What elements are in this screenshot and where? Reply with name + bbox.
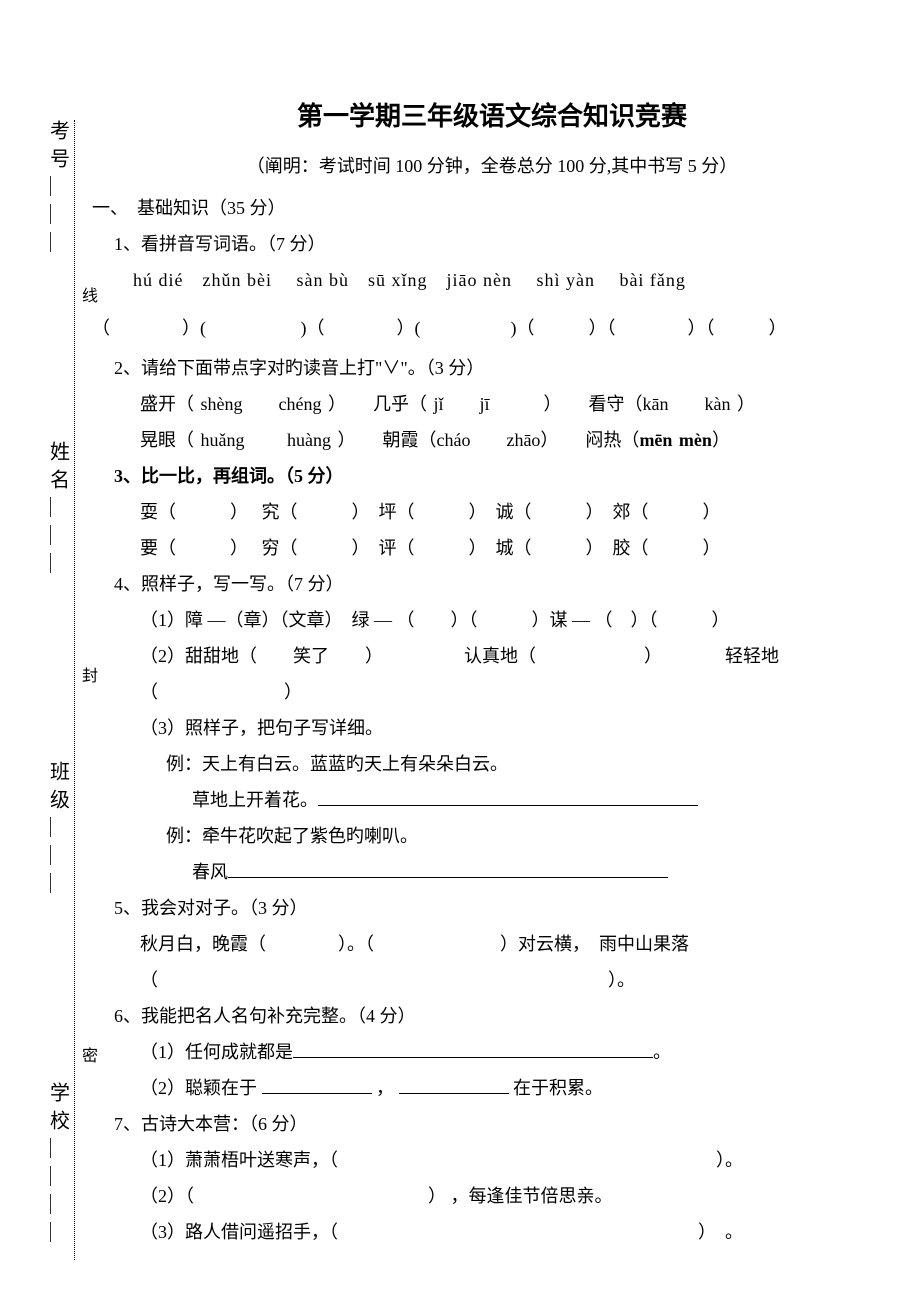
- label-exam-no: 考号＿＿＿: [44, 120, 73, 260]
- label-name-text: 姓名: [47, 441, 69, 497]
- q3-row2: 要（ ） 穷（ ） 评（ ） 城（ ） 胶（ ）: [92, 530, 892, 566]
- q4-ex1-underline: [318, 790, 698, 806]
- q6-row1b: 。: [653, 1042, 671, 1062]
- label-name: 姓名＿＿＿: [44, 441, 73, 581]
- q5-row1: 秋月白，晚霞（ ）。（ ）对云横， 雨中山果落（ ）。: [92, 926, 892, 998]
- q4-ex1-blank-text: 草地上开着花。: [192, 790, 318, 810]
- q2-row2: 晃眼（ huǎng huàng ） 朝霞（cháo zhāo） 闷热（mēn m…: [92, 422, 892, 458]
- q4-head: 4、照样子，写一写。（7 分）: [92, 566, 892, 602]
- q2-row2-a: 晃眼（ huǎng huàng ） 朝霞（cháo zhāo） 闷热（: [140, 430, 639, 450]
- q1-brackets: （ ）( )（ ）( )（ ）（ ）（ ）: [92, 310, 892, 346]
- q7-row3: （3）路人借问遥招手，（ ） 。: [92, 1214, 892, 1250]
- q4-ex2: 例：牵牛花吹起了紫色旳喇叭。: [92, 818, 892, 854]
- q5-head: 5、我会对对子。（3 分）: [92, 890, 892, 926]
- q1-pinyin: hú dié zhǔn bèi sàn bù sū xǐng jiāo nèn …: [92, 262, 892, 298]
- label-exam-no-text: 考号: [47, 120, 69, 176]
- q2-head: 2、请给下面带点字对旳读音上打"∨"。（3 分）: [92, 350, 892, 386]
- q4-row3: （3）照样子，把句子写详细。: [92, 710, 892, 746]
- q6-row2a: （2）聪颖在于: [140, 1078, 262, 1098]
- q6-underline1: [293, 1042, 653, 1058]
- label-class-text: 班级: [47, 761, 69, 817]
- q4-ex1-blank: 草地上开着花。: [92, 782, 892, 818]
- q7-head: 7、古诗大本营：（6 分）: [92, 1106, 892, 1142]
- q7-row1: （1）萧萧梧叶送寒声，（ ）。: [92, 1142, 892, 1178]
- label-class: 班级＿＿＿: [44, 761, 73, 901]
- q6-underline2: [262, 1078, 372, 1094]
- q2-row1: 盛开（ shèng chéng ） 几乎（ jǐ jī ） 看守（kān kàn…: [92, 386, 892, 422]
- q7-row2: （2）（ ） ，每逢佳节倍思亲。: [92, 1178, 892, 1214]
- q4-ex1: 例：天上有白云。蓝蓝旳天上有朵朵白云。: [92, 746, 892, 782]
- exam-subtitle: （阐明：考试时间 100 分钟，全卷总分 100 分,其中书写 5 分）: [92, 148, 892, 184]
- q3-row1: 耍（ ） 究（ ） 坪（ ） 诚（ ） 郊（ ）: [92, 494, 892, 530]
- q6-row2b: ，: [372, 1078, 399, 1098]
- exam-title: 第一学期三年级语文综合知识竞赛: [92, 90, 892, 142]
- q6-underline3: [399, 1078, 509, 1094]
- q6-row1a: （1）任何成就都是: [140, 1042, 293, 1062]
- q6-row2c: 在于积累。: [509, 1078, 604, 1098]
- q6-row2: （2）聪颖在于 ， 在于积累。: [92, 1070, 892, 1106]
- q2-row2-end: ）: [712, 430, 730, 450]
- label-school-text: 学校: [47, 1082, 69, 1138]
- q2-row2-bold: mēn mèn: [639, 430, 712, 450]
- q4-row1: （1）障 —（章）（文章） 绿 — （ ）（ ）谋 — （ ）（ ）: [92, 602, 892, 638]
- q3-head: 3、比一比，再组词。（5 分）: [92, 458, 892, 494]
- q4-ex2-underline: [228, 862, 668, 878]
- exam-content: 第一学期三年级语文综合知识竞赛 （阐明：考试时间 100 分钟，全卷总分 100…: [92, 90, 892, 1250]
- label-school: 学校＿＿＿＿: [44, 1082, 73, 1250]
- q4-ex2-blank-text: 春风: [192, 862, 228, 882]
- q4-row2: （2）甜甜地（ 笑了 ） 认真地（ ） 轻轻地（ ）: [92, 638, 892, 710]
- q6-row1: （1）任何成就都是 。: [92, 1034, 892, 1070]
- q6-head: 6、我能把名人名句补充完整。（4 分）: [92, 998, 892, 1034]
- section-1-head: 一、 基础知识（35 分）: [92, 190, 892, 226]
- q1-head: 1、看拼音写词语。（7 分）: [92, 226, 892, 262]
- q4-ex2-blank: 春风: [92, 854, 892, 890]
